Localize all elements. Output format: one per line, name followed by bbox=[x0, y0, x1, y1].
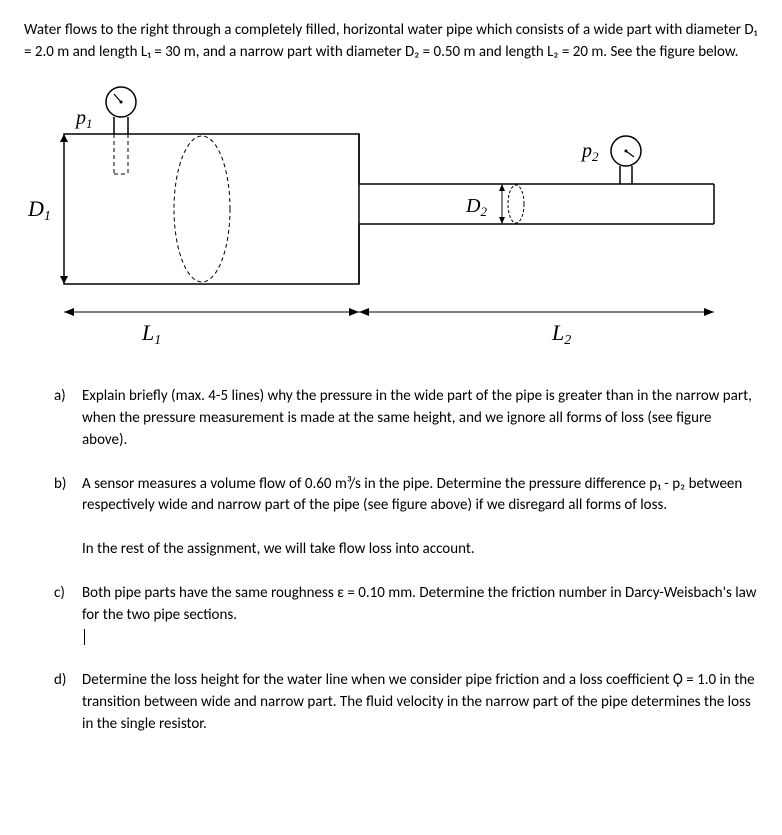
note-text: In the rest of the assignment, we will t… bbox=[82, 539, 758, 561]
svg-text:p2: p2 bbox=[580, 140, 599, 164]
question-text: Explain briefly (max. 4-5 lines) why the… bbox=[82, 386, 758, 451]
question-text: A sensor measures a volume flow of 0.60 … bbox=[82, 474, 758, 518]
question-a: a) Explain briefly (max. 4-5 lines) why … bbox=[54, 386, 758, 451]
question-d: d) Determine the loss height for the wat… bbox=[54, 670, 758, 735]
question-label: b) bbox=[54, 474, 82, 518]
svg-text:D2: D2 bbox=[465, 195, 487, 219]
text-cursor bbox=[84, 629, 85, 645]
question-c: c) Both pipe parts have the same roughne… bbox=[54, 583, 758, 648]
question-text: Determine the loss height for the water … bbox=[82, 670, 758, 735]
svg-text:L1: L1 bbox=[141, 320, 161, 348]
svg-text:D1: D1 bbox=[27, 196, 51, 224]
question-label: c) bbox=[54, 583, 82, 648]
svg-text:L2: L2 bbox=[551, 320, 571, 348]
question-b: b) A sensor measures a volume flow of 0.… bbox=[54, 474, 758, 518]
question-label: a) bbox=[54, 386, 82, 451]
question-label: d) bbox=[54, 670, 82, 735]
question-text: Both pipe parts have the same roughness … bbox=[82, 583, 758, 648]
svg-text:p1: p1 bbox=[74, 107, 93, 131]
pipe-figure: p1 p2 D1 D2 L1 L2 bbox=[24, 84, 758, 357]
problem-intro: Water flows to the right through a compl… bbox=[24, 20, 758, 64]
